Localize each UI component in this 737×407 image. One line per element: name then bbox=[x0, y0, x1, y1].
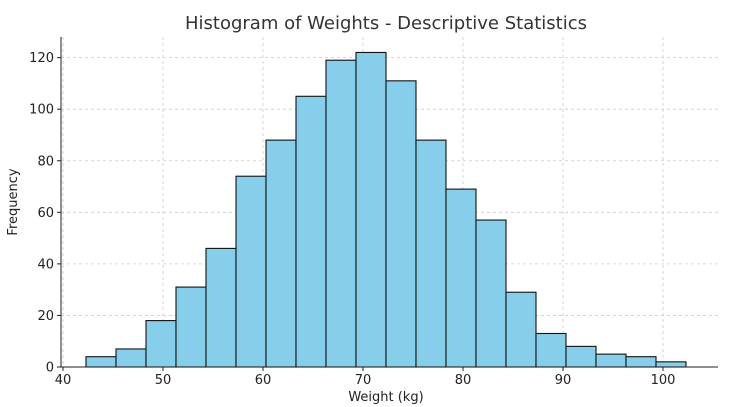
histogram-bar bbox=[565, 345, 597, 368]
histogram-bar bbox=[265, 139, 297, 368]
x-tick-label: 50 bbox=[155, 373, 172, 388]
x-tick-label: 100 bbox=[651, 373, 676, 388]
x-axis-label: Weight (kg) bbox=[348, 390, 423, 405]
y-tick-label: 20 bbox=[37, 309, 54, 324]
histogram-bar bbox=[595, 353, 627, 368]
histogram-bar bbox=[205, 247, 237, 368]
ticks-layer: 40 50 60 70 80 90 100 0 20 40 60 80 100 120 bbox=[29, 51, 675, 388]
histogram-bar bbox=[475, 219, 507, 368]
x-tick-label: 60 bbox=[255, 373, 272, 388]
histogram-bar bbox=[145, 320, 177, 368]
x-tick-label: 90 bbox=[555, 373, 572, 388]
histogram-bar bbox=[235, 175, 267, 368]
histogram-bar bbox=[445, 188, 477, 368]
histogram-bar bbox=[295, 95, 327, 368]
y-tick-label: 0 bbox=[46, 361, 54, 376]
histogram-bar bbox=[535, 332, 567, 368]
y-tick-label: 100 bbox=[29, 103, 54, 118]
histogram-bar bbox=[415, 139, 447, 368]
histogram-bar bbox=[505, 291, 537, 368]
histogram-bar bbox=[115, 348, 147, 368]
histogram-bar bbox=[85, 356, 117, 368]
axes-layer bbox=[60, 37, 718, 368]
histogram-bar bbox=[385, 80, 417, 368]
x-tick-label: 70 bbox=[355, 373, 372, 388]
histogram-bar bbox=[325, 59, 357, 368]
y-tick-label: 60 bbox=[37, 206, 54, 221]
x-tick-label: 80 bbox=[455, 373, 472, 388]
y-tick-label: 40 bbox=[37, 257, 54, 272]
x-tick-label: 40 bbox=[55, 373, 72, 388]
histogram-bar bbox=[355, 51, 387, 368]
chart-title: Histogram of Weights - Descriptive Stati… bbox=[185, 13, 587, 34]
histogram-bar bbox=[655, 361, 687, 368]
y-axis-label: Frequency bbox=[6, 168, 21, 235]
histogram-bar bbox=[175, 286, 207, 368]
y-tick-label: 80 bbox=[37, 154, 54, 169]
bars-layer bbox=[85, 51, 687, 368]
y-tick-label: 120 bbox=[29, 51, 54, 66]
histogram-bar bbox=[625, 356, 657, 368]
